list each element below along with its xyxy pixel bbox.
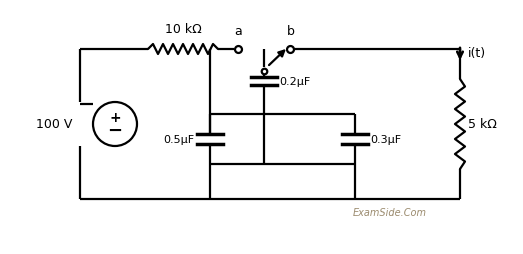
- Text: b: b: [287, 25, 295, 38]
- Circle shape: [93, 102, 137, 146]
- Text: 0.5μF: 0.5μF: [163, 135, 194, 145]
- Text: +: +: [109, 111, 121, 125]
- Text: 10 kΩ: 10 kΩ: [165, 23, 201, 36]
- Text: 100 V: 100 V: [36, 118, 72, 131]
- Text: 0.3μF: 0.3μF: [370, 135, 401, 145]
- Text: 5 kΩ: 5 kΩ: [468, 118, 497, 131]
- Text: −: −: [107, 122, 122, 140]
- Text: ExamSide.Com: ExamSide.Com: [353, 208, 427, 218]
- Text: 0.2μF: 0.2μF: [279, 77, 310, 87]
- Text: a: a: [234, 25, 242, 38]
- Text: i(t): i(t): [468, 47, 486, 60]
